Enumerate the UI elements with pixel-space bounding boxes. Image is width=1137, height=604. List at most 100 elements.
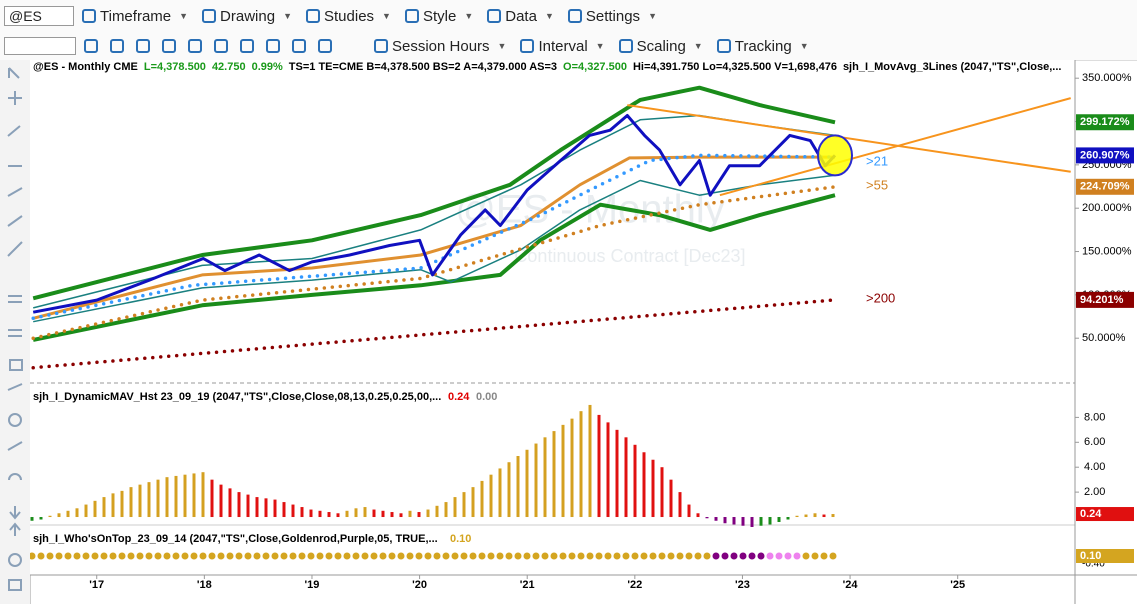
state-dot	[55, 552, 63, 560]
caret: ▼	[648, 11, 657, 21]
state-dot	[739, 552, 747, 560]
axis-label: -0.40	[1082, 559, 1105, 570]
y-tick-label: 50.000%	[1082, 332, 1126, 344]
state-dot	[334, 552, 342, 560]
x-tick-label: '17	[89, 579, 104, 591]
menu-item[interactable]: Interval ▼	[520, 38, 608, 55]
field-box[interactable]	[4, 37, 76, 55]
menu-item[interactable]: Studies ▼	[306, 8, 395, 25]
menu-icon	[618, 39, 633, 53]
state-dot	[172, 552, 180, 560]
caret: ▼	[283, 11, 292, 21]
histogram-bar	[651, 459, 655, 518]
state-dot	[316, 552, 324, 560]
state-dot	[712, 552, 720, 560]
histogram-bar	[660, 467, 664, 518]
state-dot	[442, 552, 450, 560]
state-dot	[370, 552, 378, 560]
histogram-bar	[507, 462, 511, 518]
histogram-bar	[246, 494, 250, 518]
state-dot	[478, 552, 486, 560]
histogram-bar	[669, 479, 673, 518]
state-dot	[154, 552, 162, 560]
main-toolbar: @ES Timeframe ▼ Drawing ▼ Studies ▼ Style ▼ Data…	[0, 0, 1137, 33]
histogram-bar	[282, 502, 286, 518]
y-tick-label: 8.00	[1084, 411, 1105, 423]
state-dot	[721, 552, 729, 560]
state-dot	[559, 552, 567, 560]
histogram-bar	[147, 482, 151, 518]
header-field: L=4,378.500	[143, 61, 206, 73]
histogram-bar	[687, 504, 691, 518]
histogram-bar	[435, 505, 439, 518]
state-dot	[208, 552, 216, 560]
state-dot	[532, 552, 540, 560]
header-field: 42.750	[211, 61, 246, 73]
state-dot	[748, 552, 756, 560]
menu-item[interactable]: Tracking ▼	[716, 37, 813, 55]
menu-label: Studies	[324, 7, 375, 25]
value-label: 224.709%	[1080, 181, 1130, 193]
state-dot	[343, 552, 351, 560]
header-field: sjh_I_MovAvg_3Lines (2047,"TS",Close,...	[842, 61, 1062, 73]
state-dot	[109, 552, 117, 560]
state-dot	[766, 552, 774, 560]
histogram-bar	[300, 507, 304, 518]
state-dot	[46, 552, 54, 560]
dotted-line	[31, 185, 837, 340]
menu-label: Data	[505, 7, 537, 25]
histogram-bar	[381, 510, 385, 518]
state-dot	[145, 552, 153, 560]
dotted-line	[31, 298, 837, 370]
symbol-box[interactable]: @ES	[4, 6, 74, 26]
histogram-bar	[723, 517, 727, 524]
menu-item[interactable]: Data ▼	[487, 8, 558, 25]
header-value: 0.10	[450, 533, 471, 545]
state-dot	[415, 552, 423, 560]
y-tick-label: 200.000%	[1082, 202, 1132, 214]
state-dot	[397, 552, 405, 560]
caret: ▼	[497, 41, 507, 51]
histogram-bar	[390, 512, 394, 518]
menu-group: Timeframe ▼ Drawing ▼ Studies ▼ Style ▼ Data ▼ Set…	[82, 8, 671, 25]
menu-label: Tracking	[734, 37, 792, 55]
histogram-bar	[309, 509, 313, 518]
menu-label: Timeframe	[100, 7, 172, 25]
menu-item[interactable]: Drawing ▼	[202, 8, 296, 25]
state-dot	[568, 552, 576, 560]
state-dot	[271, 552, 279, 560]
state-dot	[163, 552, 171, 560]
menu-item[interactable]: Settings ▼	[567, 7, 661, 25]
menu-item[interactable]: Timeframe ▼	[82, 8, 192, 25]
histogram-bar	[831, 514, 835, 518]
header-field: @ES - Monthly CME	[33, 61, 138, 73]
annotation: >55	[866, 177, 888, 192]
header-field: 0.99%	[251, 61, 283, 73]
menu-item[interactable]: Scaling ▼	[618, 38, 707, 55]
state-dot	[298, 552, 306, 560]
histogram-bar	[210, 479, 214, 518]
histogram-bar	[57, 513, 61, 518]
state-dot	[685, 552, 693, 560]
state-dot	[658, 552, 666, 560]
state-dot	[118, 552, 126, 560]
x-tick-label: '18	[197, 579, 212, 591]
value-label-box	[1076, 291, 1134, 308]
menu-item[interactable]: Session Hours ▼	[374, 38, 510, 55]
histogram-bar	[345, 510, 349, 518]
state-dot	[784, 552, 792, 560]
histogram-bar	[552, 431, 556, 518]
menu-item[interactable]: Style ▼	[404, 8, 477, 25]
menu-icon	[374, 39, 388, 53]
histogram-bar	[219, 484, 223, 518]
state-dot	[406, 552, 414, 560]
menu-icon	[404, 9, 419, 23]
tool-strip	[0, 60, 31, 604]
histogram-bar	[525, 449, 529, 518]
histogram-bar	[363, 507, 367, 518]
menu-label: Settings	[585, 7, 641, 25]
state-dot	[199, 552, 207, 560]
histogram-bar	[516, 456, 520, 518]
histogram-bar	[714, 517, 718, 521]
histogram-bar	[426, 509, 430, 518]
